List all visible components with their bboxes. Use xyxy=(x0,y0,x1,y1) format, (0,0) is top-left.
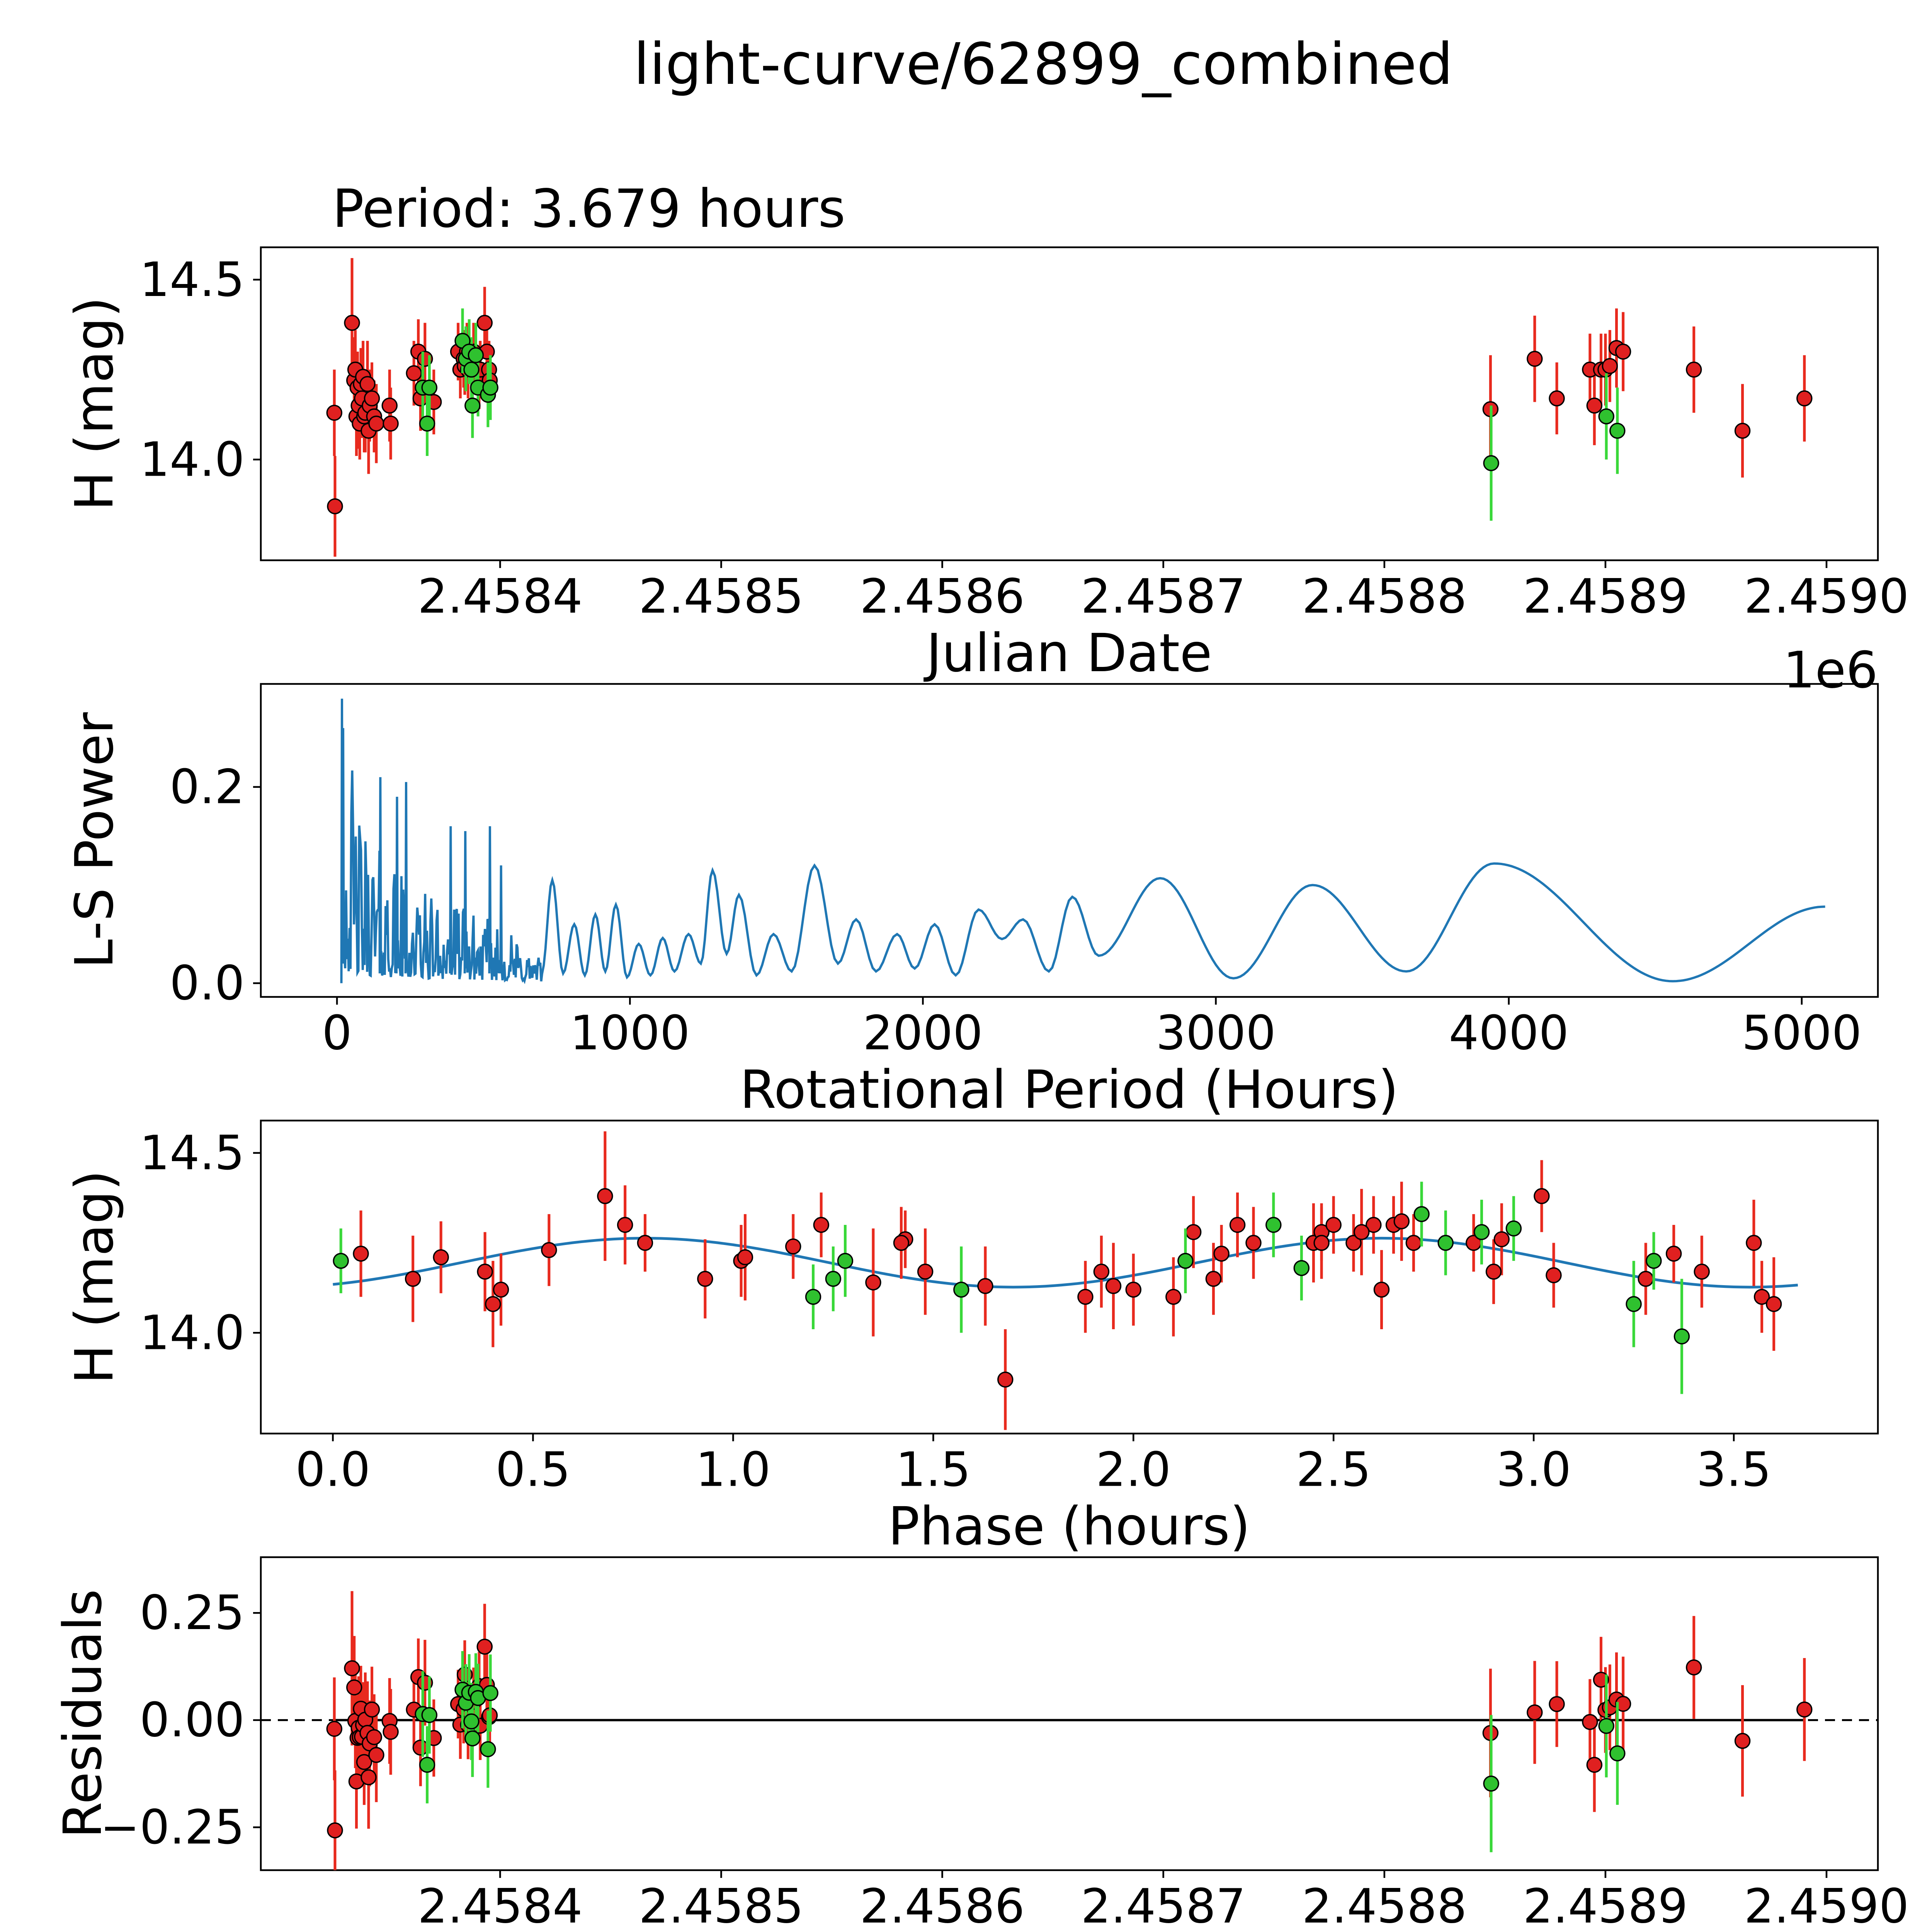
figure-title: light-curve/62899_combined xyxy=(633,31,1453,97)
residuals-vs-julian-date-points xyxy=(326,1591,1813,1870)
svg-text:1.0: 1.0 xyxy=(696,1442,770,1497)
svg-text:2.4589: 2.4589 xyxy=(1523,569,1688,624)
panel-4-axes xyxy=(260,1556,1879,1871)
svg-text:14.5: 14.5 xyxy=(139,1126,245,1180)
svg-text:0.25: 0.25 xyxy=(139,1585,245,1640)
svg-text:2.4584: 2.4584 xyxy=(418,1879,583,1932)
svg-text:2.4589: 2.4589 xyxy=(1523,1879,1688,1932)
svg-text:2.4590: 2.4590 xyxy=(1744,1879,1909,1932)
svg-text:2.4588: 2.4588 xyxy=(1302,1879,1467,1932)
svg-text:−0.25: −0.25 xyxy=(100,1800,245,1855)
svg-text:2.4586: 2.4586 xyxy=(860,1879,1025,1932)
svg-text:0: 0 xyxy=(322,1005,352,1060)
svg-text:2.0: 2.0 xyxy=(1096,1442,1171,1497)
svg-text:14.5: 14.5 xyxy=(139,252,245,307)
svg-text:4000: 4000 xyxy=(1449,1005,1568,1060)
panel4-ylabel: Residuals xyxy=(53,1589,114,1838)
svg-text:3000: 3000 xyxy=(1156,1005,1276,1060)
svg-text:2.4587: 2.4587 xyxy=(1081,1879,1246,1932)
svg-text:2000: 2000 xyxy=(863,1005,983,1060)
periodogram-curve xyxy=(340,699,1825,985)
period-title: Period: 3.679 hours xyxy=(332,179,846,240)
svg-text:3.5: 3.5 xyxy=(1696,1442,1771,1497)
panel-1-axes xyxy=(260,246,1879,561)
light-curve-vs-julian-date-points xyxy=(326,258,1813,557)
svg-text:0.0: 0.0 xyxy=(170,956,245,1010)
svg-text:2.4588: 2.4588 xyxy=(1302,569,1467,624)
panel-3-axes xyxy=(260,1119,1879,1435)
panel1-xlabel: Julian Date xyxy=(926,623,1212,684)
svg-text:14.0: 14.0 xyxy=(139,432,245,487)
svg-text:0.00: 0.00 xyxy=(139,1693,245,1748)
svg-text:2.4587: 2.4587 xyxy=(1081,569,1246,624)
panel-2-axes xyxy=(260,683,1879,998)
svg-text:3.0: 3.0 xyxy=(1496,1442,1571,1497)
phase-folded-light-curve-points xyxy=(333,1131,1782,1430)
panel3-ylabel: H (mag) xyxy=(64,1170,125,1384)
svg-text:1.5: 1.5 xyxy=(896,1442,971,1497)
svg-text:2.4585: 2.4585 xyxy=(639,1879,804,1932)
panel2-xlabel: Rotational Period (Hours) xyxy=(740,1060,1399,1121)
panel1-axis-offset: 1e6 xyxy=(1783,641,1878,699)
svg-text:0.5: 0.5 xyxy=(495,1442,570,1497)
svg-text:5000: 5000 xyxy=(1742,1005,1862,1060)
panel3-xlabel: Phase (hours) xyxy=(888,1496,1250,1557)
svg-text:2.4584: 2.4584 xyxy=(418,569,583,624)
svg-text:0.2: 0.2 xyxy=(170,760,245,815)
svg-text:2.4586: 2.4586 xyxy=(860,569,1025,624)
svg-text:1000: 1000 xyxy=(570,1005,690,1060)
panel2-ylabel: L-S Power xyxy=(64,712,125,969)
svg-text:14.0: 14.0 xyxy=(139,1305,245,1360)
panel1-ylabel: H (mag) xyxy=(64,297,125,511)
svg-text:2.5: 2.5 xyxy=(1296,1442,1371,1497)
svg-text:2.4590: 2.4590 xyxy=(1744,569,1909,624)
svg-text:2.4585: 2.4585 xyxy=(639,569,804,624)
svg-text:0.0: 0.0 xyxy=(295,1442,370,1497)
